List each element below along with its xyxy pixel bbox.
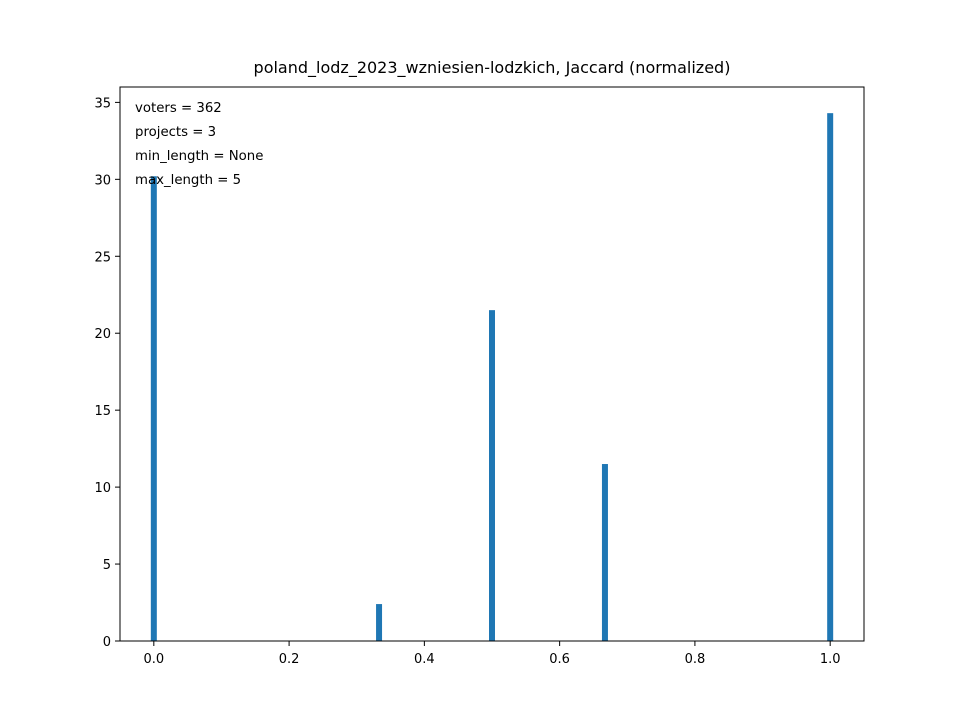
annotation-min-length: min_length = None [135, 149, 263, 164]
bar-3 [601, 464, 608, 641]
y-tick-label: 10 [94, 481, 111, 496]
bar-1 [376, 604, 383, 641]
annotation-box: voters = 362 projects = 3 min_length = N… [135, 101, 263, 188]
x-tick-label: 1.0 [820, 652, 841, 667]
x-tick-label: 0.2 [279, 652, 300, 667]
y-tick-label: 20 [94, 327, 111, 342]
x-tick-label: 0.8 [685, 652, 706, 667]
y-tick-label: 0 [103, 635, 111, 650]
y-axis: 0 5 10 15 20 25 30 35 [94, 96, 120, 650]
y-tick-label: 15 [94, 404, 111, 419]
bar-4 [827, 113, 834, 641]
bar-2 [489, 310, 495, 641]
x-tick-label: 0.0 [143, 652, 164, 667]
y-tick-label: 30 [94, 173, 111, 188]
y-tick-label: 25 [94, 250, 111, 265]
plot-frame [119, 86, 865, 642]
y-tick-label: 5 [103, 558, 111, 573]
bars-group [150, 113, 834, 641]
x-tick-label: 0.4 [414, 652, 435, 667]
annotation-voters: voters = 362 [135, 101, 222, 116]
x-tick-label: 0.6 [549, 652, 570, 667]
y-tick-label: 35 [94, 96, 111, 111]
chart-title: poland_lodz_2023_wzniesien-lodzkich, Jac… [254, 58, 731, 78]
x-axis: 0.0 0.2 0.4 0.6 0.8 1.0 [143, 641, 841, 667]
annotation-projects: projects = 3 [135, 125, 216, 140]
bar-0 [150, 176, 157, 641]
annotation-max-length: max_length = 5 [135, 173, 241, 188]
